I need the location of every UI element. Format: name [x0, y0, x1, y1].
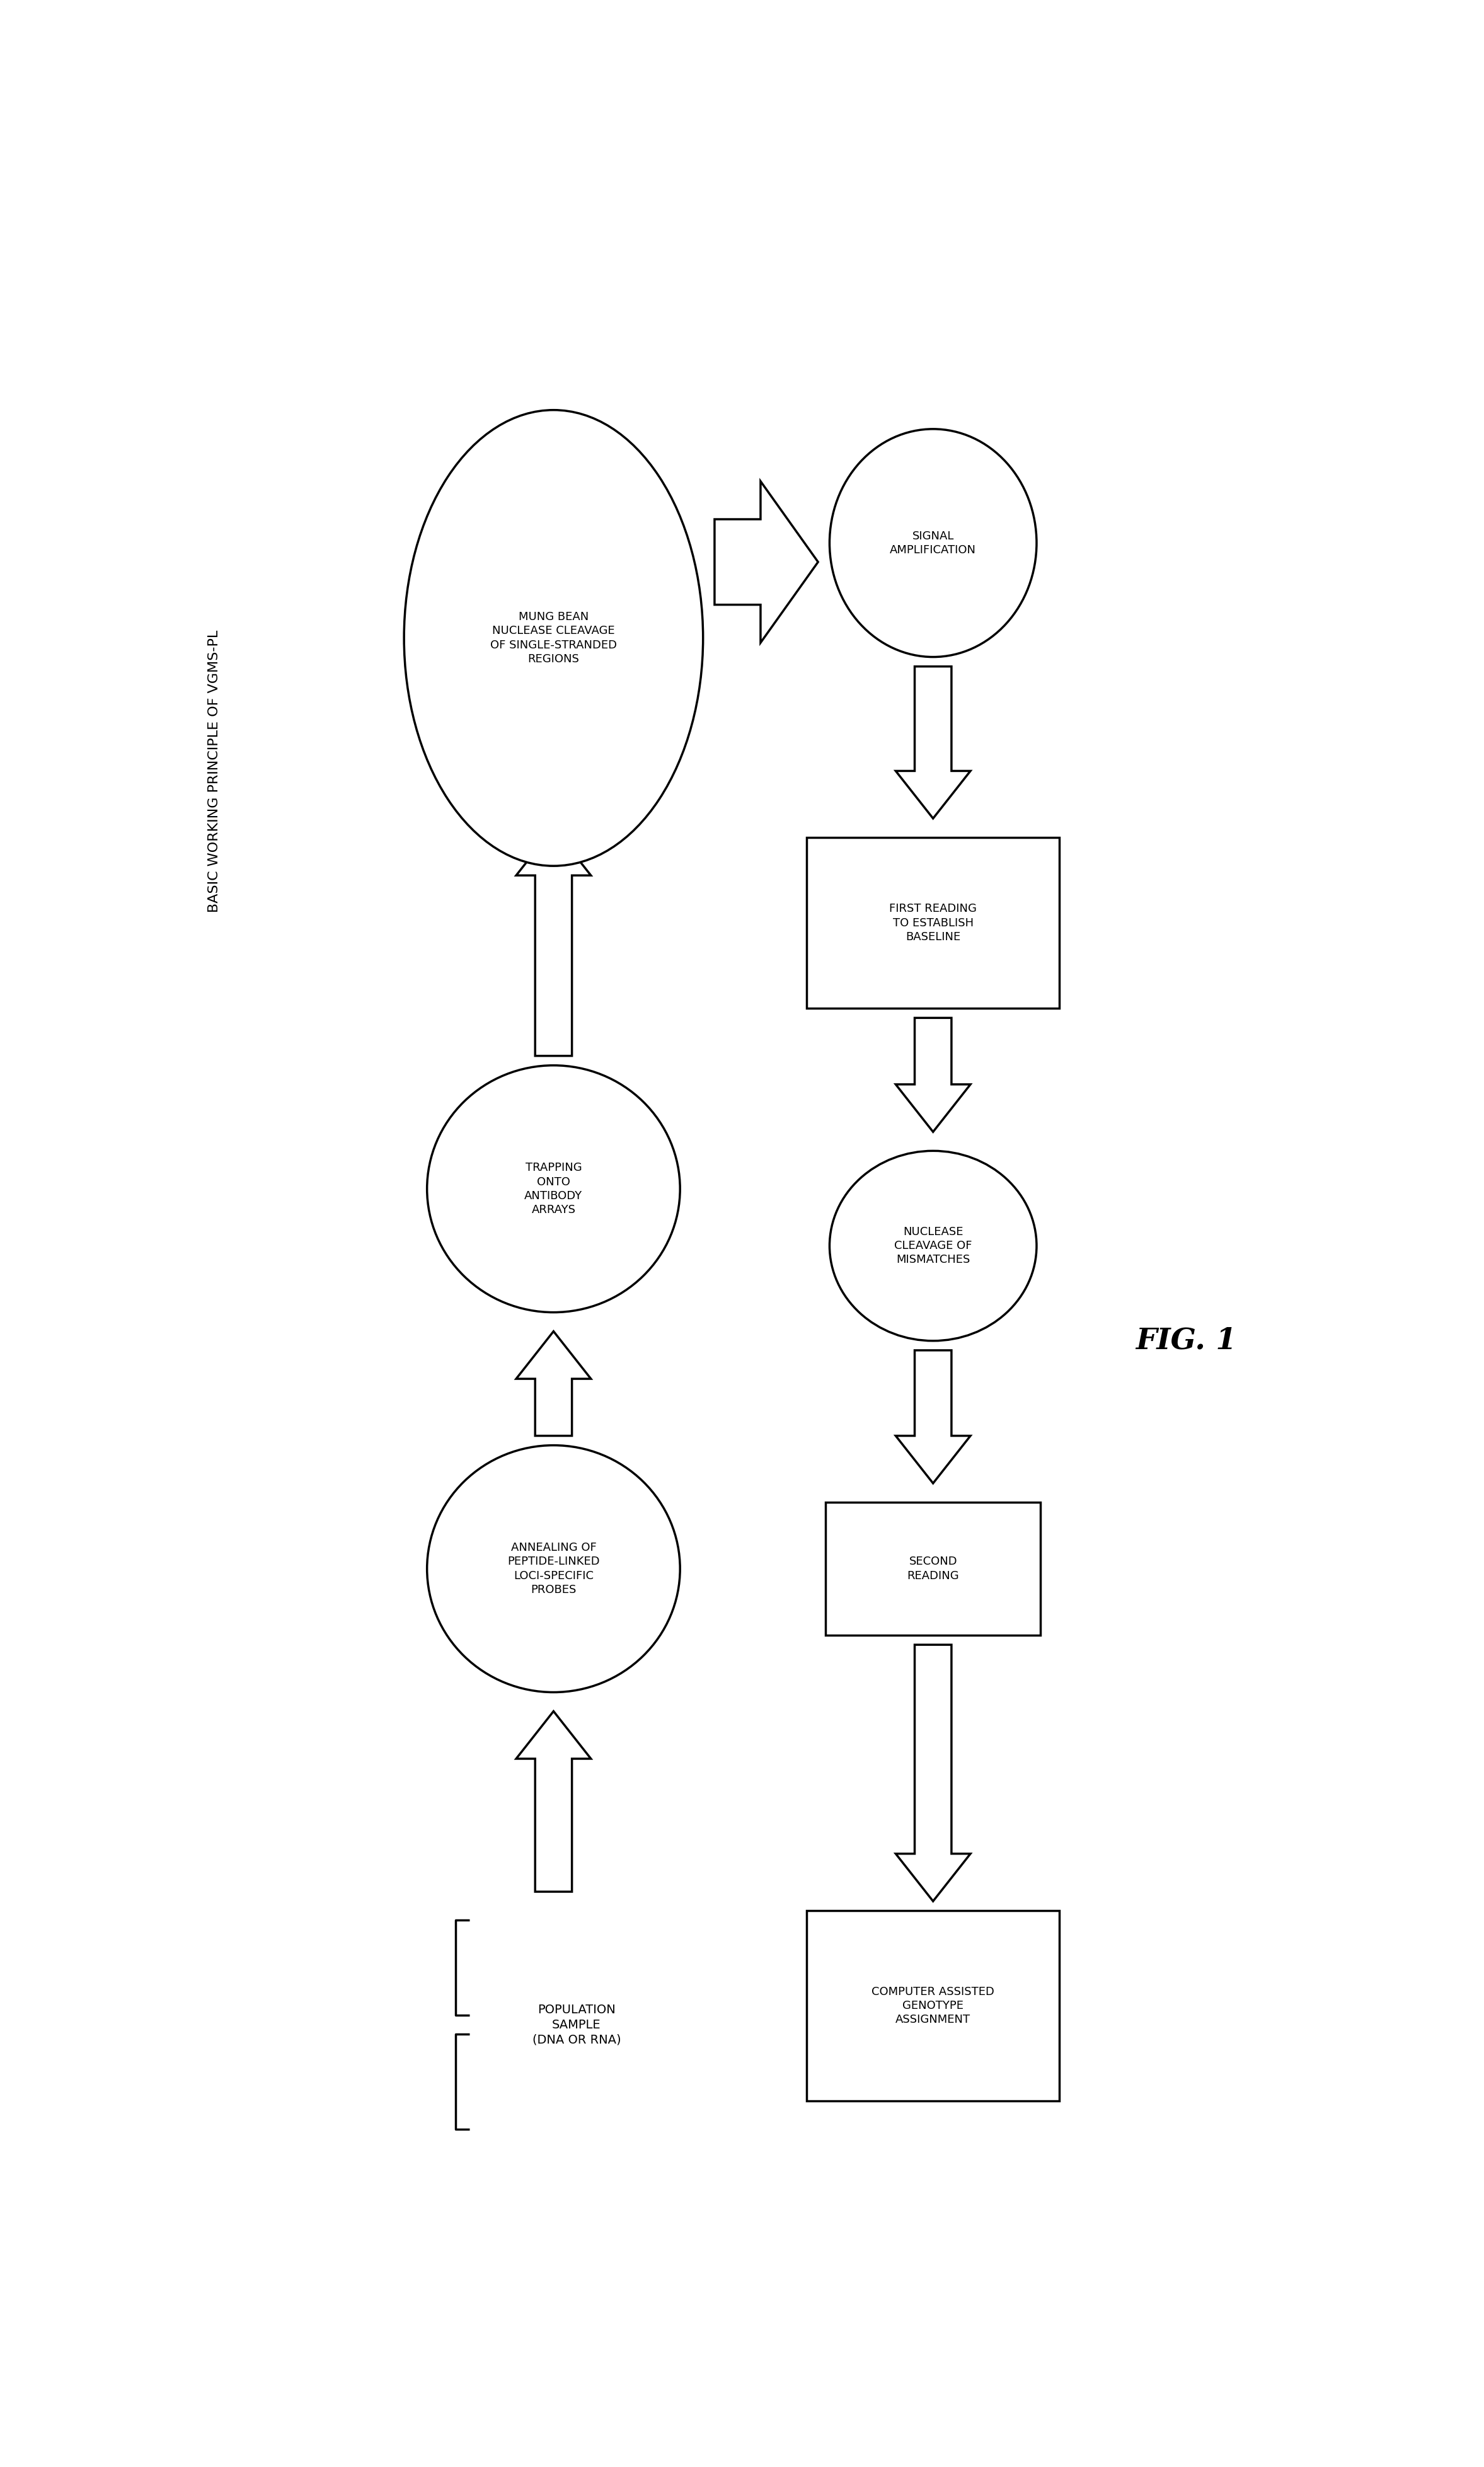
Polygon shape [516, 1712, 591, 1892]
Text: SECOND
READING: SECOND READING [907, 1557, 959, 1581]
Text: POPULATION
SAMPLE
(DNA OR RNA): POPULATION SAMPLE (DNA OR RNA) [533, 2003, 620, 2045]
Text: NUCLEASE
CLEAVAGE OF
MISMATCHES: NUCLEASE CLEAVAGE OF MISMATCHES [895, 1226, 972, 1266]
Polygon shape [896, 1019, 971, 1132]
Ellipse shape [427, 1446, 680, 1692]
Text: SIGNAL
AMPLIFICATION: SIGNAL AMPLIFICATION [890, 530, 976, 555]
Bar [807, 836, 1060, 1009]
Ellipse shape [830, 429, 1036, 656]
Polygon shape [516, 1332, 591, 1436]
Polygon shape [896, 1645, 971, 1902]
Bar [825, 1502, 1040, 1636]
Text: TRAPPING
ONTO
ANTIBODY
ARRAYS: TRAPPING ONTO ANTIBODY ARRAYS [524, 1162, 583, 1216]
Ellipse shape [830, 1150, 1036, 1342]
Text: ANNEALING OF
PEPTIDE-LINKED
LOCI-SPECIFIC
PROBES: ANNEALING OF PEPTIDE-LINKED LOCI-SPECIFI… [508, 1542, 600, 1596]
Polygon shape [896, 666, 971, 819]
Text: BASIC WORKING PRINCIPLE OF VGMS-PL: BASIC WORKING PRINCIPLE OF VGMS-PL [208, 629, 221, 913]
Polygon shape [715, 481, 818, 644]
Bar [807, 1909, 1060, 2102]
Text: COMPUTER ASSISTED
GENOTYPE
ASSIGNMENT: COMPUTER ASSISTED GENOTYPE ASSIGNMENT [871, 1986, 994, 2025]
Polygon shape [896, 1349, 971, 1483]
Polygon shape [516, 829, 591, 1056]
Text: FIRST READING
TO ESTABLISH
BASELINE: FIRST READING TO ESTABLISH BASELINE [889, 903, 976, 942]
Text: MUNG BEAN
NUCLEASE CLEAVAGE
OF SINGLE-STRANDED
REGIONS: MUNG BEAN NUCLEASE CLEAVAGE OF SINGLE-ST… [490, 612, 617, 664]
Ellipse shape [404, 410, 703, 866]
Ellipse shape [427, 1066, 680, 1312]
Text: FIG. 1: FIG. 1 [1135, 1327, 1236, 1354]
